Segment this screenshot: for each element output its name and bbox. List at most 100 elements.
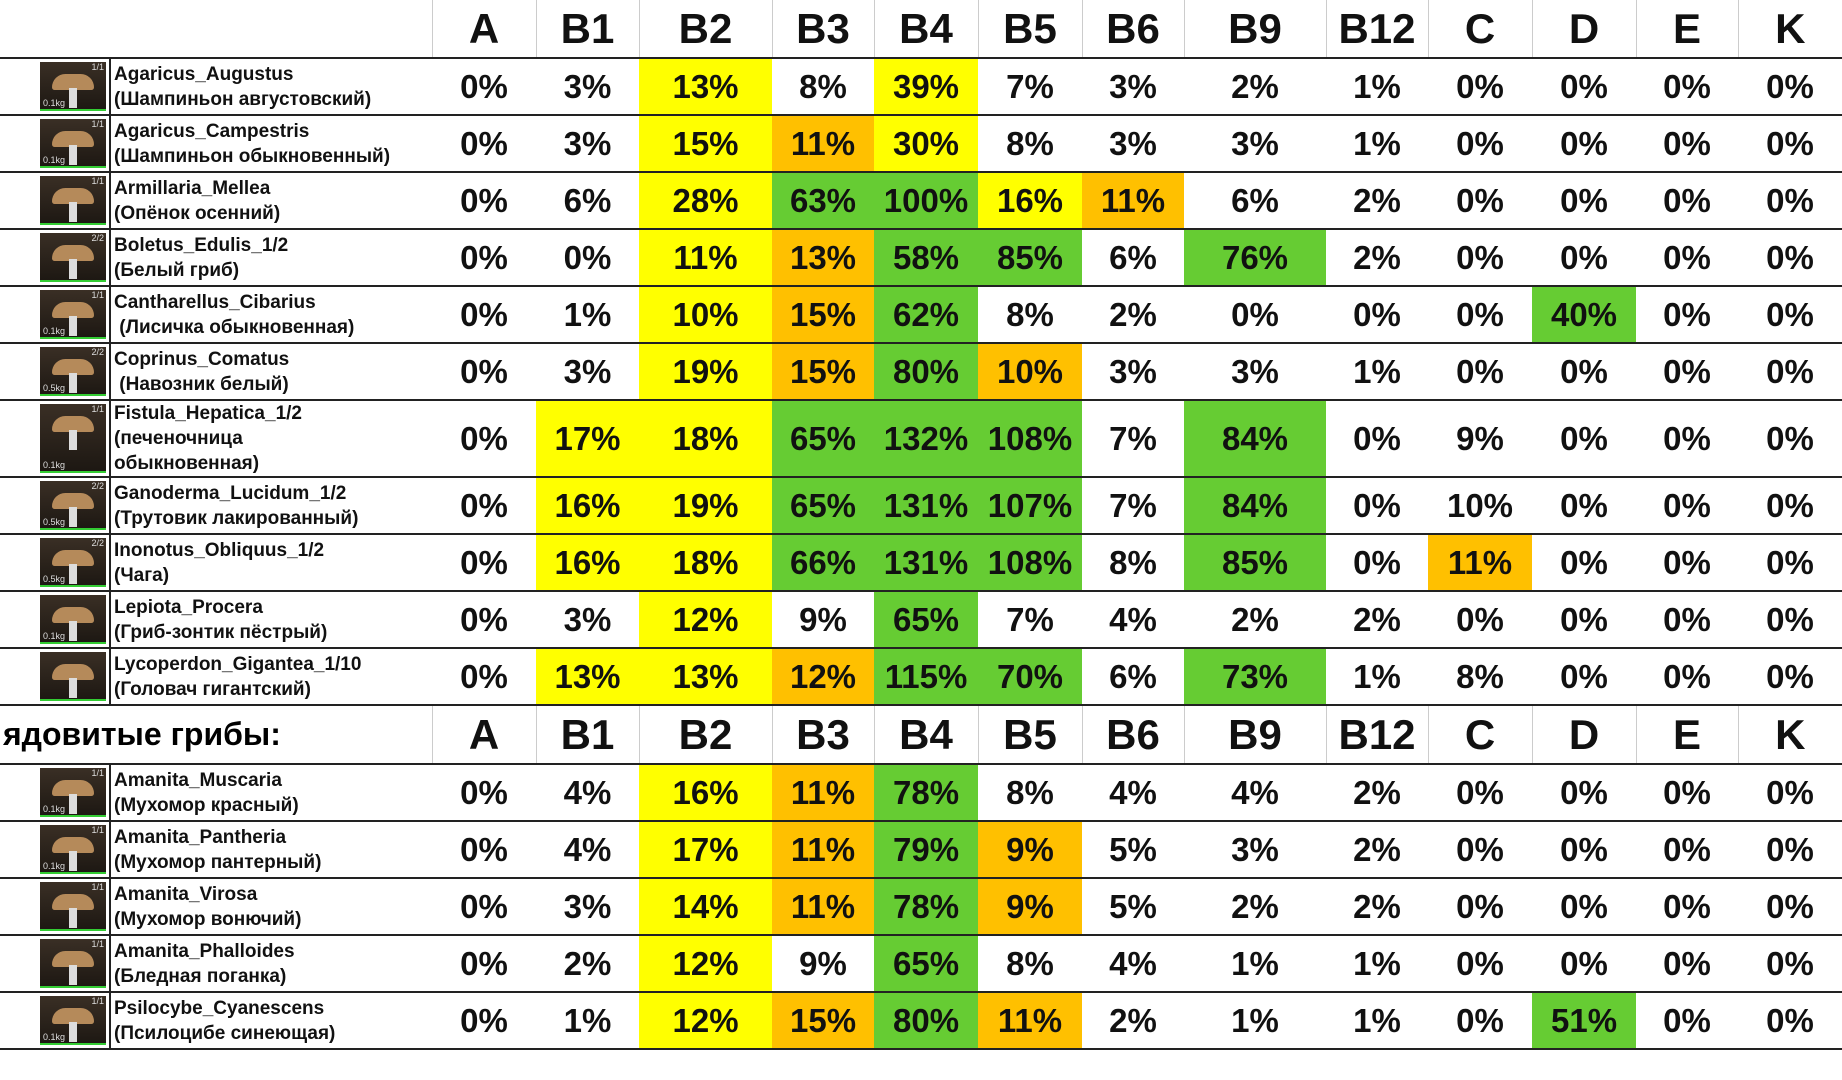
value-cell: 11% bbox=[772, 764, 875, 821]
value-cell: 1% bbox=[1353, 657, 1401, 695]
mushroom-name: Amanita_Muscaria (Мухомор красный) bbox=[108, 764, 433, 821]
value-cell: 100% bbox=[874, 172, 978, 229]
value-cell: 8% bbox=[1456, 657, 1504, 695]
name-line: Inonotus_Obliquus_1/2 bbox=[114, 539, 325, 561]
value-cell: 5% bbox=[1109, 830, 1157, 868]
value-cell: 0% bbox=[1560, 830, 1608, 868]
value-cell: 16% bbox=[978, 172, 1082, 229]
icon-badge: 1/1 bbox=[91, 996, 104, 1006]
mushroom-icon: 1/1 0.1kg bbox=[40, 825, 106, 874]
value-cell: 0% bbox=[460, 67, 508, 105]
value-cell: 11% bbox=[1082, 172, 1184, 229]
icon-bar bbox=[40, 929, 106, 931]
value-cell: 0% bbox=[1231, 295, 1279, 333]
value-cell: 2% bbox=[563, 944, 612, 982]
value-cell: 0% bbox=[1353, 419, 1401, 457]
value-cell: 0% bbox=[1766, 67, 1814, 105]
value-cell: 7% bbox=[1006, 67, 1054, 105]
value-cell: 0% bbox=[460, 419, 508, 457]
column-header: B6 bbox=[1081, 0, 1184, 58]
name-line: (Трутовик лакированный) bbox=[114, 507, 359, 529]
mushroom-icon: 1/1 bbox=[40, 882, 106, 931]
section-title: ядовитые грибы: bbox=[3, 716, 281, 752]
name-line: (Псилоцибе синеющая) bbox=[114, 1022, 336, 1044]
icon-cap bbox=[52, 1008, 94, 1024]
icon-cap bbox=[52, 359, 94, 375]
value-cell: 4% bbox=[1109, 773, 1157, 811]
value-cell: 0% bbox=[1456, 887, 1504, 925]
value-cell: 0% bbox=[1456, 124, 1504, 162]
mushroom-name: Ganoderma_Lucidum_1/2 (Трутовик лакирован… bbox=[109, 477, 432, 534]
value-cell: 12% bbox=[772, 648, 874, 705]
icon-bar bbox=[40, 166, 106, 168]
icon-cell: 2/2 0.5kg bbox=[0, 343, 110, 400]
value-cell: 65% bbox=[874, 935, 979, 992]
value-cell: 0% bbox=[1560, 124, 1608, 162]
value-cell: 84% bbox=[1184, 400, 1326, 477]
column-header: B1 bbox=[535, 706, 640, 764]
value-cell: 0% bbox=[1766, 543, 1814, 581]
mushroom-row: 1/1 0.1kg Agaricus_Campestris (Шампиньон об… bbox=[0, 115, 1842, 172]
value-cell: 4% bbox=[563, 773, 612, 811]
value-cell: 13% bbox=[639, 648, 772, 705]
mushroom-icon: 1/1 0.1kg bbox=[40, 119, 106, 168]
name-line: Amanita_Pantheria bbox=[114, 826, 287, 848]
column-header: C bbox=[1427, 0, 1532, 58]
mushroom-icon: 1/1 bbox=[40, 176, 106, 225]
value-cell: 66% bbox=[772, 534, 874, 591]
value-cell: 0% bbox=[1560, 67, 1608, 105]
value-cell: 30% bbox=[874, 115, 978, 172]
value-cell: 4% bbox=[563, 830, 612, 868]
value-cell: 0% bbox=[1766, 419, 1814, 457]
name-line: Amanita_Phalloides bbox=[114, 940, 295, 962]
icon-cap bbox=[52, 245, 94, 261]
icon-cap bbox=[52, 188, 94, 204]
column-header: B3 bbox=[771, 0, 874, 58]
column-header: E bbox=[1635, 0, 1738, 58]
icon-cap bbox=[52, 416, 94, 432]
value-cell: 2% bbox=[1231, 887, 1279, 925]
value-cell: 115% bbox=[874, 648, 978, 705]
value-cell: 2% bbox=[1353, 181, 1401, 219]
icon-bar bbox=[40, 528, 106, 530]
value-cell: 80% bbox=[874, 992, 979, 1049]
vitamin-table: A B1 B2 B3 B4 B5 B6 B9 B12 C D E K 1/1 0.1kg Agaricus_A… bbox=[0, 0, 1842, 1049]
icon-badge: 1/1 bbox=[91, 119, 104, 129]
value-cell: 76% bbox=[1184, 229, 1326, 286]
value-cell: 11% bbox=[978, 992, 1083, 1049]
icon-cap bbox=[52, 302, 94, 318]
value-cell: 0% bbox=[1766, 830, 1814, 868]
value-cell: 3% bbox=[563, 124, 612, 162]
value-cell: 11% bbox=[772, 115, 874, 172]
value-cell: 16% bbox=[639, 764, 773, 821]
value-cell: 3% bbox=[563, 352, 612, 390]
icon-cell: 1/1 bbox=[0, 878, 110, 935]
name-line: Cantharellus_Cibarius bbox=[114, 291, 316, 313]
value-cell: 65% bbox=[772, 477, 874, 534]
icon-weight: 0.5kg bbox=[43, 383, 66, 393]
icon-stem bbox=[69, 373, 77, 393]
value-cell: 0% bbox=[460, 352, 508, 390]
column-header: B12 bbox=[1325, 0, 1428, 58]
value-cell: 0% bbox=[1766, 238, 1814, 276]
value-cell: 0% bbox=[1663, 352, 1711, 390]
icon-stem bbox=[69, 316, 77, 336]
mushroom-icon: 0.1kg bbox=[40, 595, 106, 644]
icon-badge: 2/2 bbox=[91, 481, 104, 491]
value-cell: 8% bbox=[1006, 773, 1054, 811]
mushroom-row: 1/1 0.1kg Amanita_Pantheria (Мухомор пантер… bbox=[0, 821, 1842, 878]
value-cell: 62% bbox=[874, 286, 978, 343]
value-cell: 11% bbox=[1428, 534, 1532, 591]
value-cell: 0% bbox=[460, 181, 508, 219]
value-cell: 0% bbox=[1663, 887, 1711, 925]
value-cell: 0% bbox=[1456, 238, 1504, 276]
mushroom-row: 1/1 Armillaria_Mellea (Опёнок осенний) 0% 6%… bbox=[0, 172, 1842, 229]
mushroom-row: 1/1 Amanita_Virosa (Мухомор вонючий) 0% 3% 14… bbox=[0, 878, 1842, 935]
icon-stem bbox=[69, 908, 77, 928]
mushroom-name: Lycoperdon_Gigantea_1/10 (Головач гигантс… bbox=[109, 648, 432, 705]
value-cell: 0% bbox=[1456, 830, 1504, 868]
value-cell: 7% bbox=[1006, 600, 1054, 638]
column-header: K bbox=[1737, 0, 1842, 58]
value-cell: 0% bbox=[1663, 181, 1711, 219]
name-line: (Шампиньон обыкновенный) bbox=[114, 145, 391, 167]
